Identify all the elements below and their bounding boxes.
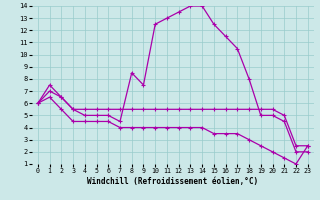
X-axis label: Windchill (Refroidissement éolien,°C): Windchill (Refroidissement éolien,°C) [87, 177, 258, 186]
